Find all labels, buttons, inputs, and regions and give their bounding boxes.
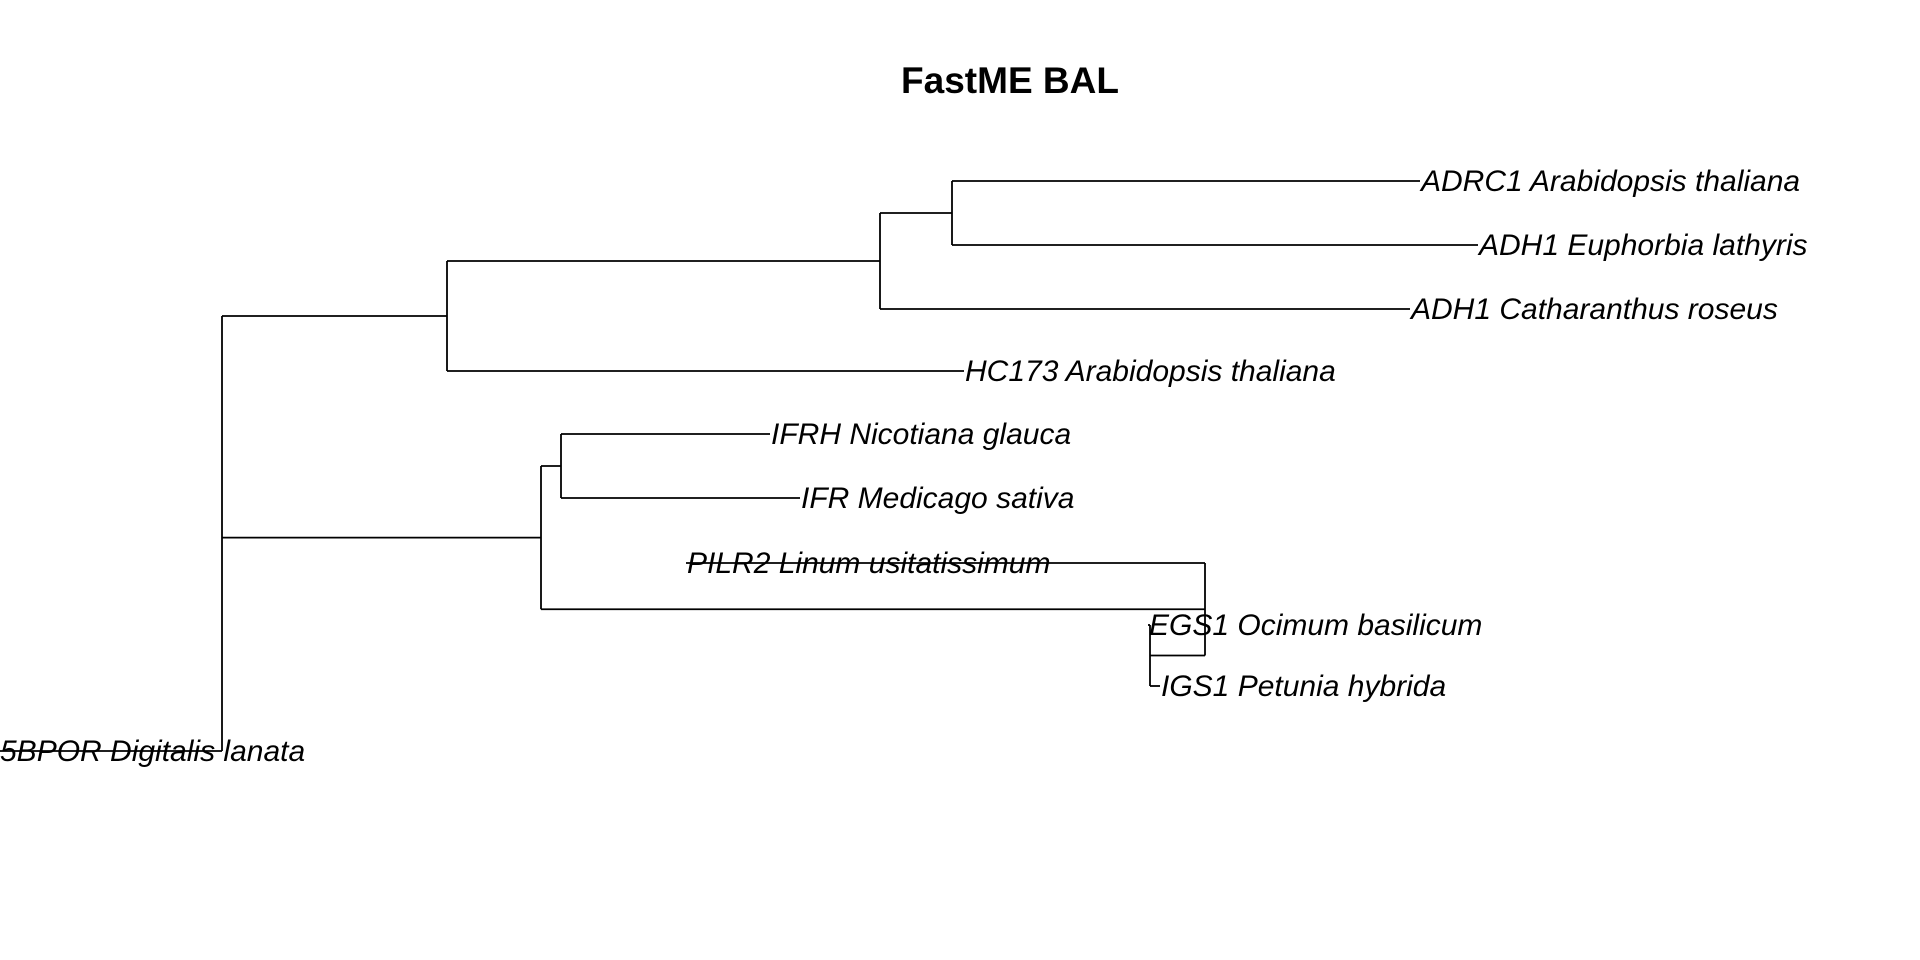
tip-label: 5BPOR Digitalis lanata [0,735,305,768]
tip-label: IGS1 Petunia hybrida [1161,670,1446,703]
tip-label: IFRH Nicotiana glauca [771,418,1071,451]
tip-label: PILR2 Linum usitatissimum [687,547,1050,580]
tip-label: HC173 Arabidopsis thaliana [965,355,1336,388]
tip-label: ADH1 Catharanthus roseus [1409,293,1778,326]
tip-label: EGS1 Ocimum basilicum [1149,609,1482,642]
figure-title: FastME BAL [901,60,1119,101]
tip-labels: ADRC1 Arabidopsis thaliana ADH1 Euphorbia… [0,165,1808,768]
tip-label: ADRC1 Arabidopsis thaliana [1419,165,1800,198]
tip-label: ADH1 Euphorbia lathyris [1477,229,1808,262]
tip-label: IFR Medicago sativa [801,482,1074,515]
tree-branches [0,180,1478,752]
